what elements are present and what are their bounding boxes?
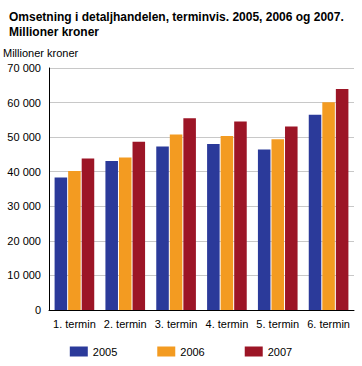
svg-text:3. termin: 3. termin <box>155 318 198 330</box>
svg-text:70 000: 70 000 <box>7 62 41 74</box>
svg-text:5. termin: 5. termin <box>256 318 299 330</box>
svg-text:50 000: 50 000 <box>7 131 41 143</box>
svg-text:Millioner kroner: Millioner kroner <box>9 25 99 39</box>
svg-text:10 000: 10 000 <box>7 269 41 281</box>
svg-text:2. termin: 2. termin <box>104 318 147 330</box>
svg-text:60 000: 60 000 <box>7 97 41 109</box>
svg-text:20 000: 20 000 <box>7 235 41 247</box>
svg-text:4. termin: 4. termin <box>206 318 249 330</box>
svg-text:2007: 2007 <box>268 346 292 358</box>
svg-text:40 000: 40 000 <box>7 166 41 178</box>
svg-text:2006: 2006 <box>180 346 204 358</box>
svg-text:1. termin: 1. termin <box>53 318 96 330</box>
svg-text:30 000: 30 000 <box>7 200 41 212</box>
svg-text:2005: 2005 <box>93 346 117 358</box>
svg-text:6. termin: 6. termin <box>307 318 350 330</box>
svg-text:Omsetning i detaljhandelen, te: Omsetning i detaljhandelen, terminvis. 2… <box>9 10 347 24</box>
svg-text:0: 0 <box>35 304 41 316</box>
svg-text:Millioner kroner: Millioner kroner <box>3 47 79 59</box>
